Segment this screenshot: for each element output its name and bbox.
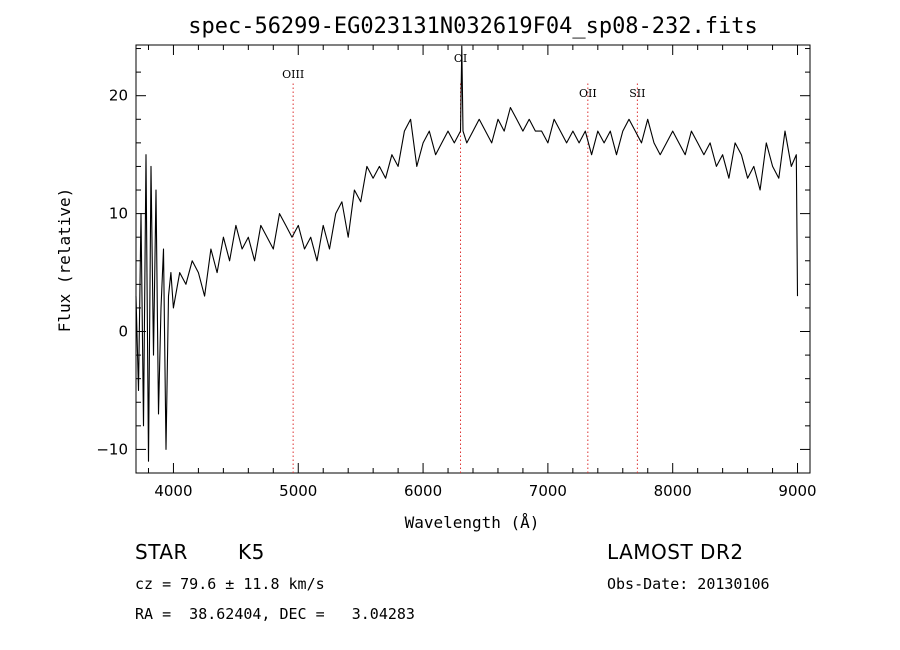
y-axis-label: Flux (relative) [55,188,74,333]
survey-name: LAMOST DR2 [607,540,744,564]
x-axis-label: Wavelength (Å) [405,513,540,532]
spectral-subclass: K5 [238,540,265,564]
y-tick-label: 0 [118,323,128,341]
emission-line-label: OII [579,87,597,100]
spectrum-line [135,45,799,462]
y-tick-label: −10 [96,440,128,458]
x-tick-label: 6000 [404,482,442,500]
chart-title: spec-56299-EG023131N032619F04_sp08-232.f… [188,14,758,39]
y-tick-label: 20 [109,87,128,105]
plot-area: 4000 5000 6000 7000 8000 9000 −10 0 10 20 OIII OI OI… [96,44,817,500]
spectral-class: STAR [135,540,188,564]
emission-line-label: OI [454,52,467,65]
coordinates: RA = 38.62404, DEC = 3.04283 [135,605,415,623]
emission-line-label: SII [629,87,645,100]
x-tick-label: 8000 [654,482,692,500]
observation-date: Obs-Date: 20130106 [607,575,770,593]
redshift-cz: cz = 79.6 ± 11.8 km/s [135,575,325,593]
plot-frame [135,44,811,474]
x-tick-label: 9000 [778,482,816,500]
x-tick-label: 7000 [529,482,567,500]
y-tick-label: 10 [109,205,128,223]
emission-line-label: OIII [282,68,304,81]
x-tick-label: 5000 [279,482,317,500]
x-tick-label: 4000 [154,482,192,500]
